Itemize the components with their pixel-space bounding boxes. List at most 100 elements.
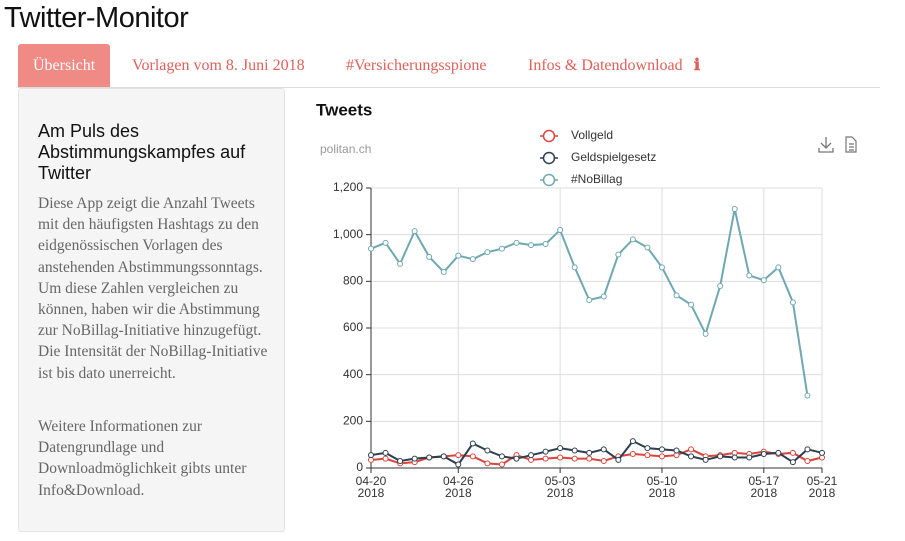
data-point xyxy=(455,252,462,259)
legend-marker xyxy=(542,151,556,165)
x-tick-label: 05-03 xyxy=(545,474,576,488)
data-point xyxy=(731,206,738,212)
data-point xyxy=(426,454,433,461)
data-point xyxy=(484,249,491,256)
data-point xyxy=(557,454,564,461)
data-point xyxy=(760,451,767,457)
legend-marker xyxy=(542,173,556,187)
data-point xyxy=(789,459,796,466)
data-point xyxy=(411,228,418,235)
data-point xyxy=(746,454,753,461)
data-point xyxy=(789,299,796,306)
download-icon[interactable] xyxy=(818,137,834,153)
sidebar-text: Weitere Informationen zur Datengrundlage… xyxy=(38,418,247,499)
data-point xyxy=(658,264,665,271)
tab-divider xyxy=(18,87,880,88)
data-point xyxy=(644,445,651,452)
info-icon[interactable]: ℹ xyxy=(694,57,701,74)
x-tick-label: 2018 xyxy=(358,486,385,500)
tab[interactable]: Infos & Datendownload xyxy=(528,57,683,74)
data-point xyxy=(484,447,491,454)
data-point xyxy=(804,392,811,399)
data-point xyxy=(498,461,505,468)
x-tick-label: 04-26 xyxy=(443,474,474,488)
data-point xyxy=(542,241,549,247)
data-point xyxy=(455,452,462,459)
y-tick-label: 1,200 xyxy=(333,180,363,194)
legend-label: Geldspielgesetz xyxy=(571,150,656,164)
data-point xyxy=(528,452,535,459)
data-point xyxy=(426,253,433,260)
data-point xyxy=(717,453,724,460)
y-tick-label: 600 xyxy=(343,320,363,334)
data-point xyxy=(411,455,418,462)
data-point xyxy=(629,236,636,243)
data-point xyxy=(731,454,738,461)
data-point xyxy=(469,440,476,447)
data-point xyxy=(368,245,374,252)
data-point xyxy=(498,245,505,252)
data-point xyxy=(600,446,607,453)
data-point xyxy=(658,446,665,453)
data-point xyxy=(658,453,665,460)
data-point xyxy=(702,456,709,463)
x-tick-label: 2018 xyxy=(547,486,574,500)
data-point xyxy=(557,445,564,452)
x-tick-label: 04-20 xyxy=(356,474,387,488)
data-point xyxy=(571,455,578,462)
data-point xyxy=(673,447,680,454)
data-point xyxy=(688,301,695,308)
data-point xyxy=(397,260,404,267)
app-title: Twitter-Monitor xyxy=(4,2,189,34)
x-tick-label: 05-10 xyxy=(647,474,678,488)
data-point xyxy=(557,227,564,233)
data-point xyxy=(644,452,651,459)
data-point xyxy=(629,438,636,445)
legend-label: #NoBillag xyxy=(571,172,622,186)
data-point xyxy=(382,449,389,456)
data-point xyxy=(629,451,636,457)
data-point xyxy=(804,458,811,464)
data-point xyxy=(382,455,389,462)
x-tick-label: 05-21 xyxy=(807,474,838,488)
data-point xyxy=(600,293,607,300)
y-tick-label: 1,000 xyxy=(333,227,363,241)
data-point xyxy=(644,244,651,251)
data-point xyxy=(542,455,549,462)
data-point xyxy=(760,277,767,284)
data-point xyxy=(804,446,811,453)
data-point xyxy=(615,251,622,258)
data-point xyxy=(775,264,782,271)
x-tick-label: 05-17 xyxy=(748,474,779,488)
data-point xyxy=(440,269,447,275)
x-tick-label: 2018 xyxy=(750,486,777,500)
x-tick-label: 2018 xyxy=(809,486,836,500)
sidebar-panel xyxy=(18,88,285,532)
tab[interactable]: Übersicht xyxy=(18,44,111,87)
data-point xyxy=(397,458,404,464)
y-tick-label: 0 xyxy=(356,460,363,474)
tab[interactable]: #Versicherungsspione xyxy=(346,57,487,74)
data-point xyxy=(513,239,520,246)
legend-label: Vollgeld xyxy=(571,128,613,142)
document-icon[interactable] xyxy=(845,136,857,153)
data-point xyxy=(571,264,578,271)
data-point xyxy=(586,297,593,303)
y-tick-label: 400 xyxy=(343,367,363,381)
data-point xyxy=(600,458,607,464)
data-point xyxy=(586,455,593,462)
data-point xyxy=(702,330,709,337)
data-point xyxy=(382,239,389,246)
sidebar-heading: Am Puls des Abstimmungskampfes auf Twitt… xyxy=(38,121,246,183)
tab[interactable]: Vorlagen vom 8. Juni 2018 xyxy=(132,57,305,74)
data-point xyxy=(440,453,447,460)
data-point xyxy=(717,283,724,289)
y-tick-label: 800 xyxy=(343,274,363,288)
data-point xyxy=(368,452,374,459)
chart-title: Tweets xyxy=(316,100,372,119)
sidebar-text: Diese App zeigt die Anzahl Tweets mit de… xyxy=(38,195,268,382)
data-point xyxy=(688,453,695,460)
data-point xyxy=(586,449,593,456)
data-point xyxy=(498,453,505,460)
